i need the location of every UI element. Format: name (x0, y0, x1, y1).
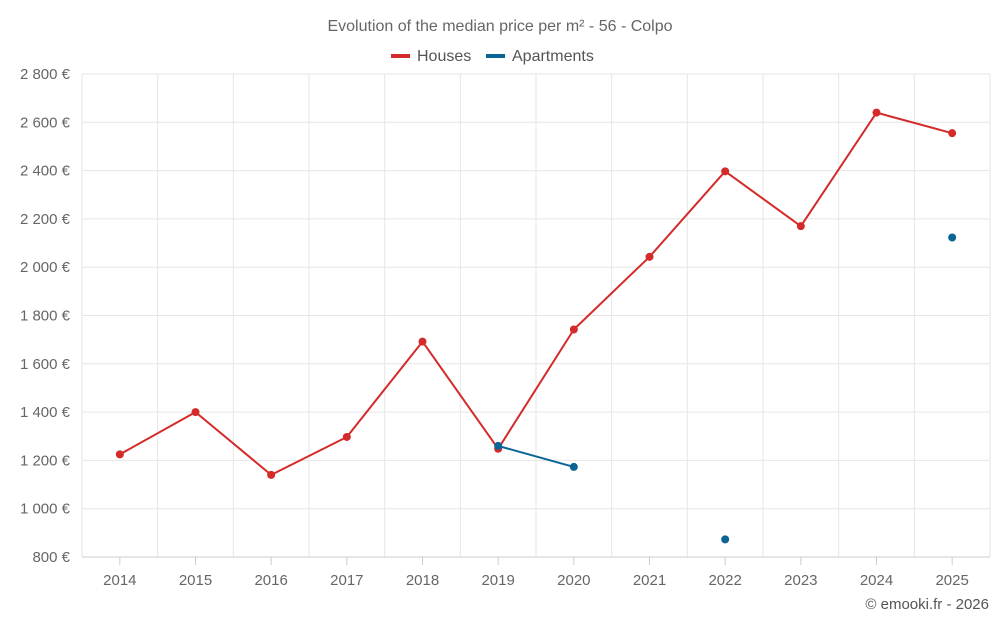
data-point-houses-2022[interactable] (721, 167, 730, 176)
x-axis: 2014 2015 2016 2017 2018 2019 2020 2021 2022 2023… (82, 556, 990, 589)
data-point-apartments-2020[interactable] (569, 462, 578, 471)
x-tick-label: 2018 (406, 572, 439, 589)
series-houses (115, 108, 957, 479)
legend-apartments-label: Apartments (512, 48, 594, 65)
y-tick-label: 800 € (32, 549, 70, 566)
x-tick-label: 2023 (784, 572, 817, 589)
x-tick-label: 2015 (179, 572, 212, 589)
x-tick-label: 2019 (481, 572, 514, 589)
data-point-apartments-2019[interactable] (494, 441, 503, 450)
y-tick-label: 1 800 € (20, 308, 71, 325)
grid (81, 73, 991, 557)
y-tick-label: 2 600 € (20, 114, 71, 131)
x-tick-label: 2025 (935, 572, 968, 589)
data-point-houses-2018[interactable] (418, 337, 427, 346)
data-point-houses-2014[interactable] (115, 450, 124, 459)
series-line-apartments (497, 444, 575, 468)
data-point-houses-2021[interactable] (645, 252, 654, 261)
legend-item-houses[interactable]: Houses (391, 48, 471, 65)
x-tick-label: 2014 (103, 572, 136, 589)
y-tick-label: 1 000 € (20, 501, 71, 518)
series-line-houses (119, 111, 953, 476)
y-tick-label: 1 200 € (20, 452, 71, 469)
y-tick-label: 2 000 € (20, 259, 71, 276)
data-point-houses-2016[interactable] (267, 470, 276, 479)
data-point-houses-2024[interactable] (872, 108, 881, 117)
data-point-houses-2015[interactable] (191, 408, 200, 417)
data-point-apartments-2025[interactable] (948, 233, 957, 242)
y-tick-label: 2 800 € (20, 66, 71, 83)
y-tick-label: 1 600 € (20, 356, 71, 373)
series-layer (115, 108, 957, 544)
data-point-houses-2020[interactable] (569, 325, 578, 334)
credit-text: © emooki.fr - 2026 (865, 596, 989, 613)
x-tick-label: 2021 (633, 572, 666, 589)
x-tick-label: 2016 (254, 572, 287, 589)
data-point-apartments-2022[interactable] (721, 535, 730, 544)
series-apartments (494, 233, 957, 544)
x-tick-label: 2022 (708, 572, 741, 589)
chart-title: Evolution of the median price per m² - 5… (327, 18, 672, 35)
x-tick-label: 2017 (330, 572, 363, 589)
x-tick-label: 2020 (557, 572, 590, 589)
legend-item-apartments[interactable]: Apartments (486, 48, 594, 65)
data-point-houses-2025[interactable] (948, 129, 957, 138)
data-point-houses-2017[interactable] (342, 432, 351, 441)
y-tick-label: 1 400 € (20, 404, 71, 421)
y-axis: 800 € 1 000 € 1 200 € 1 400 € 1 600 € 1 800 €… (20, 66, 71, 566)
legend-houses-label: Houses (417, 48, 471, 65)
x-tick-label: 2024 (860, 572, 893, 589)
data-point-houses-2023[interactable] (796, 222, 805, 231)
y-tick-label: 2 200 € (20, 211, 71, 228)
legend: Houses Apartments (391, 48, 594, 65)
y-tick-label: 2 400 € (20, 163, 71, 180)
